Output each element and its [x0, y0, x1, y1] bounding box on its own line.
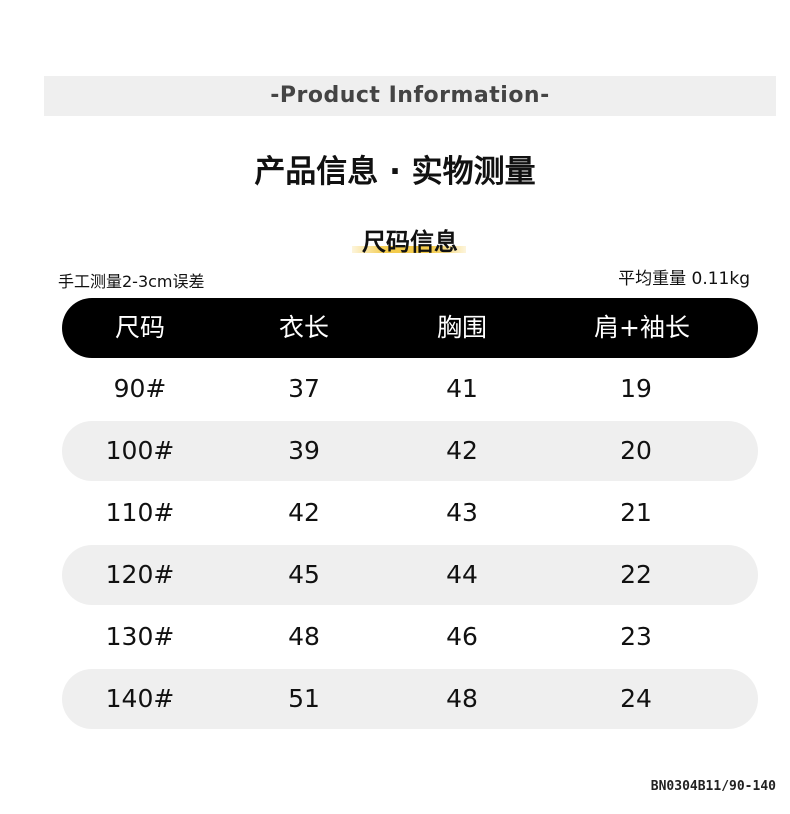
table-header: 尺码 衣长 胸围 肩+袖长: [62, 298, 758, 358]
cell-size: 140#: [105, 684, 175, 713]
cell-chest: 43: [446, 498, 478, 527]
table-row: 100# 39 42 20: [62, 421, 758, 481]
cell-shoulder-sleeve: 22: [620, 560, 652, 589]
table-row: 110# 42 43 21: [62, 483, 758, 543]
cell-size: 110#: [105, 498, 175, 527]
subtitle-highlight: [352, 246, 466, 253]
product-code: BN0304B11/90-140: [650, 779, 776, 794]
cell-shoulder-sleeve: 21: [620, 498, 652, 527]
cell-length: 48: [288, 622, 320, 651]
table-row: 90# 37 41 19: [62, 359, 758, 419]
table-row: 140# 51 48 24: [62, 669, 758, 729]
cell-shoulder-sleeve: 24: [620, 684, 652, 713]
cell-shoulder-sleeve: 19: [620, 374, 652, 403]
cell-chest: 41: [446, 374, 478, 403]
header-length: 衣长: [278, 313, 329, 342]
cell-length: 39: [288, 436, 320, 465]
cell-chest: 46: [446, 622, 478, 651]
cell-length: 37: [288, 374, 320, 403]
header-chest: 胸围: [436, 313, 487, 342]
measurement-error-note: 手工测量2-3cm误差: [58, 272, 205, 291]
cell-size: 90#: [113, 374, 167, 403]
cell-size: 100#: [105, 436, 175, 465]
product-information-banner: -Product Information-: [44, 76, 776, 116]
cell-length: 45: [288, 560, 320, 589]
cell-length: 51: [288, 684, 320, 713]
cell-chest: 42: [446, 436, 478, 465]
cell-shoulder-sleeve: 23: [620, 622, 652, 651]
cell-chest: 48: [446, 684, 478, 713]
cell-length: 42: [288, 498, 320, 527]
cell-size: 130#: [105, 622, 175, 651]
size-info-heading: 尺码信息: [0, 222, 790, 257]
cell-shoulder-sleeve: 20: [620, 436, 652, 465]
size-info-heading-text: 尺码信息: [362, 228, 458, 256]
average-weight-note: 平均重量 0.11kg: [618, 269, 750, 289]
page-title: 产品信息 · 实物测量: [254, 154, 536, 190]
header-shoulder-sleeve: 肩+袖长: [594, 313, 690, 342]
table-row: 120# 45 44 22: [62, 545, 758, 605]
cell-chest: 44: [446, 560, 478, 589]
cell-size: 120#: [105, 560, 175, 589]
table-row: 130# 48 46 23: [62, 607, 758, 667]
header-size: 尺码: [114, 313, 165, 342]
